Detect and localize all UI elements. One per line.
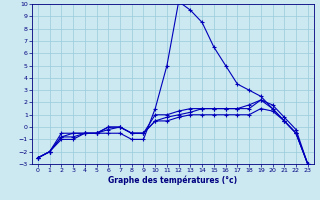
- X-axis label: Graphe des températures (°c): Graphe des températures (°c): [108, 176, 237, 185]
